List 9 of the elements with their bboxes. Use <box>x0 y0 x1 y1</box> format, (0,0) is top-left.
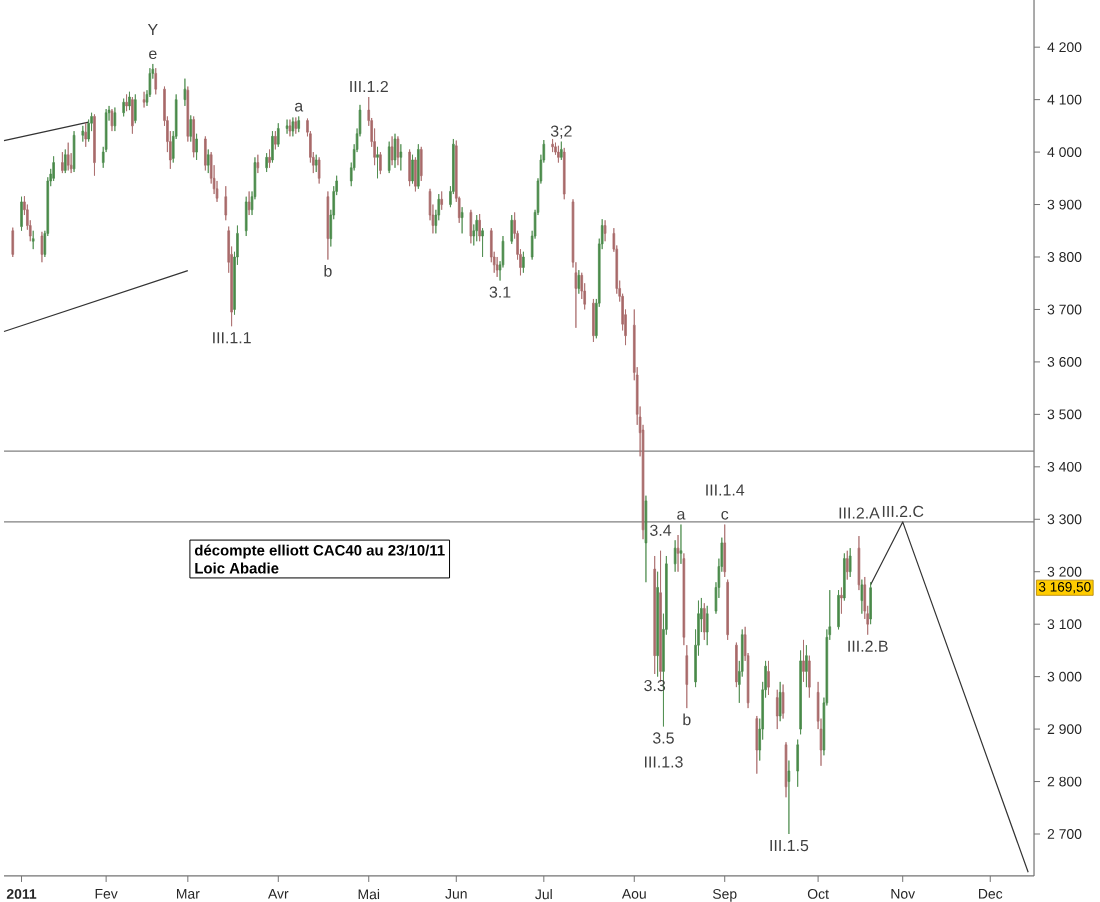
candlestick <box>11 227 15 258</box>
candlestick <box>685 644 689 709</box>
candlestick <box>387 141 391 174</box>
candlestick <box>775 689 779 730</box>
candlestick <box>224 185 228 221</box>
candlestick <box>113 107 117 132</box>
candlestick <box>154 67 158 95</box>
candlestick <box>244 196 248 237</box>
candlestick <box>256 154 260 174</box>
